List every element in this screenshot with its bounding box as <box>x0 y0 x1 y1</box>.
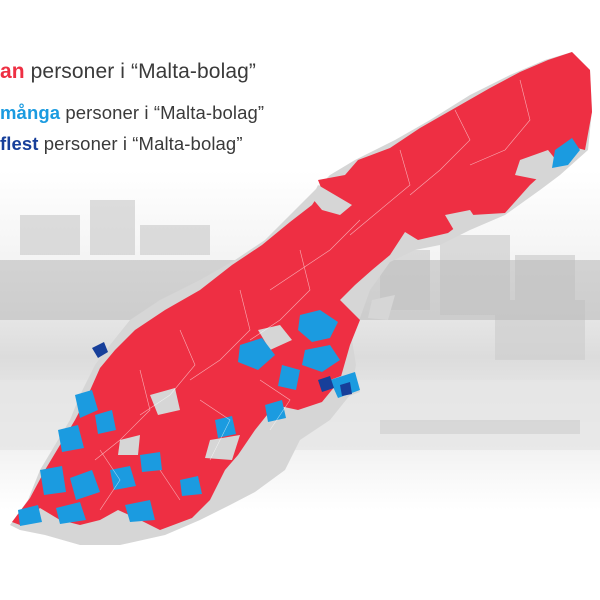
region-most <box>92 342 108 358</box>
region-many <box>552 138 580 168</box>
region-few <box>12 52 592 530</box>
